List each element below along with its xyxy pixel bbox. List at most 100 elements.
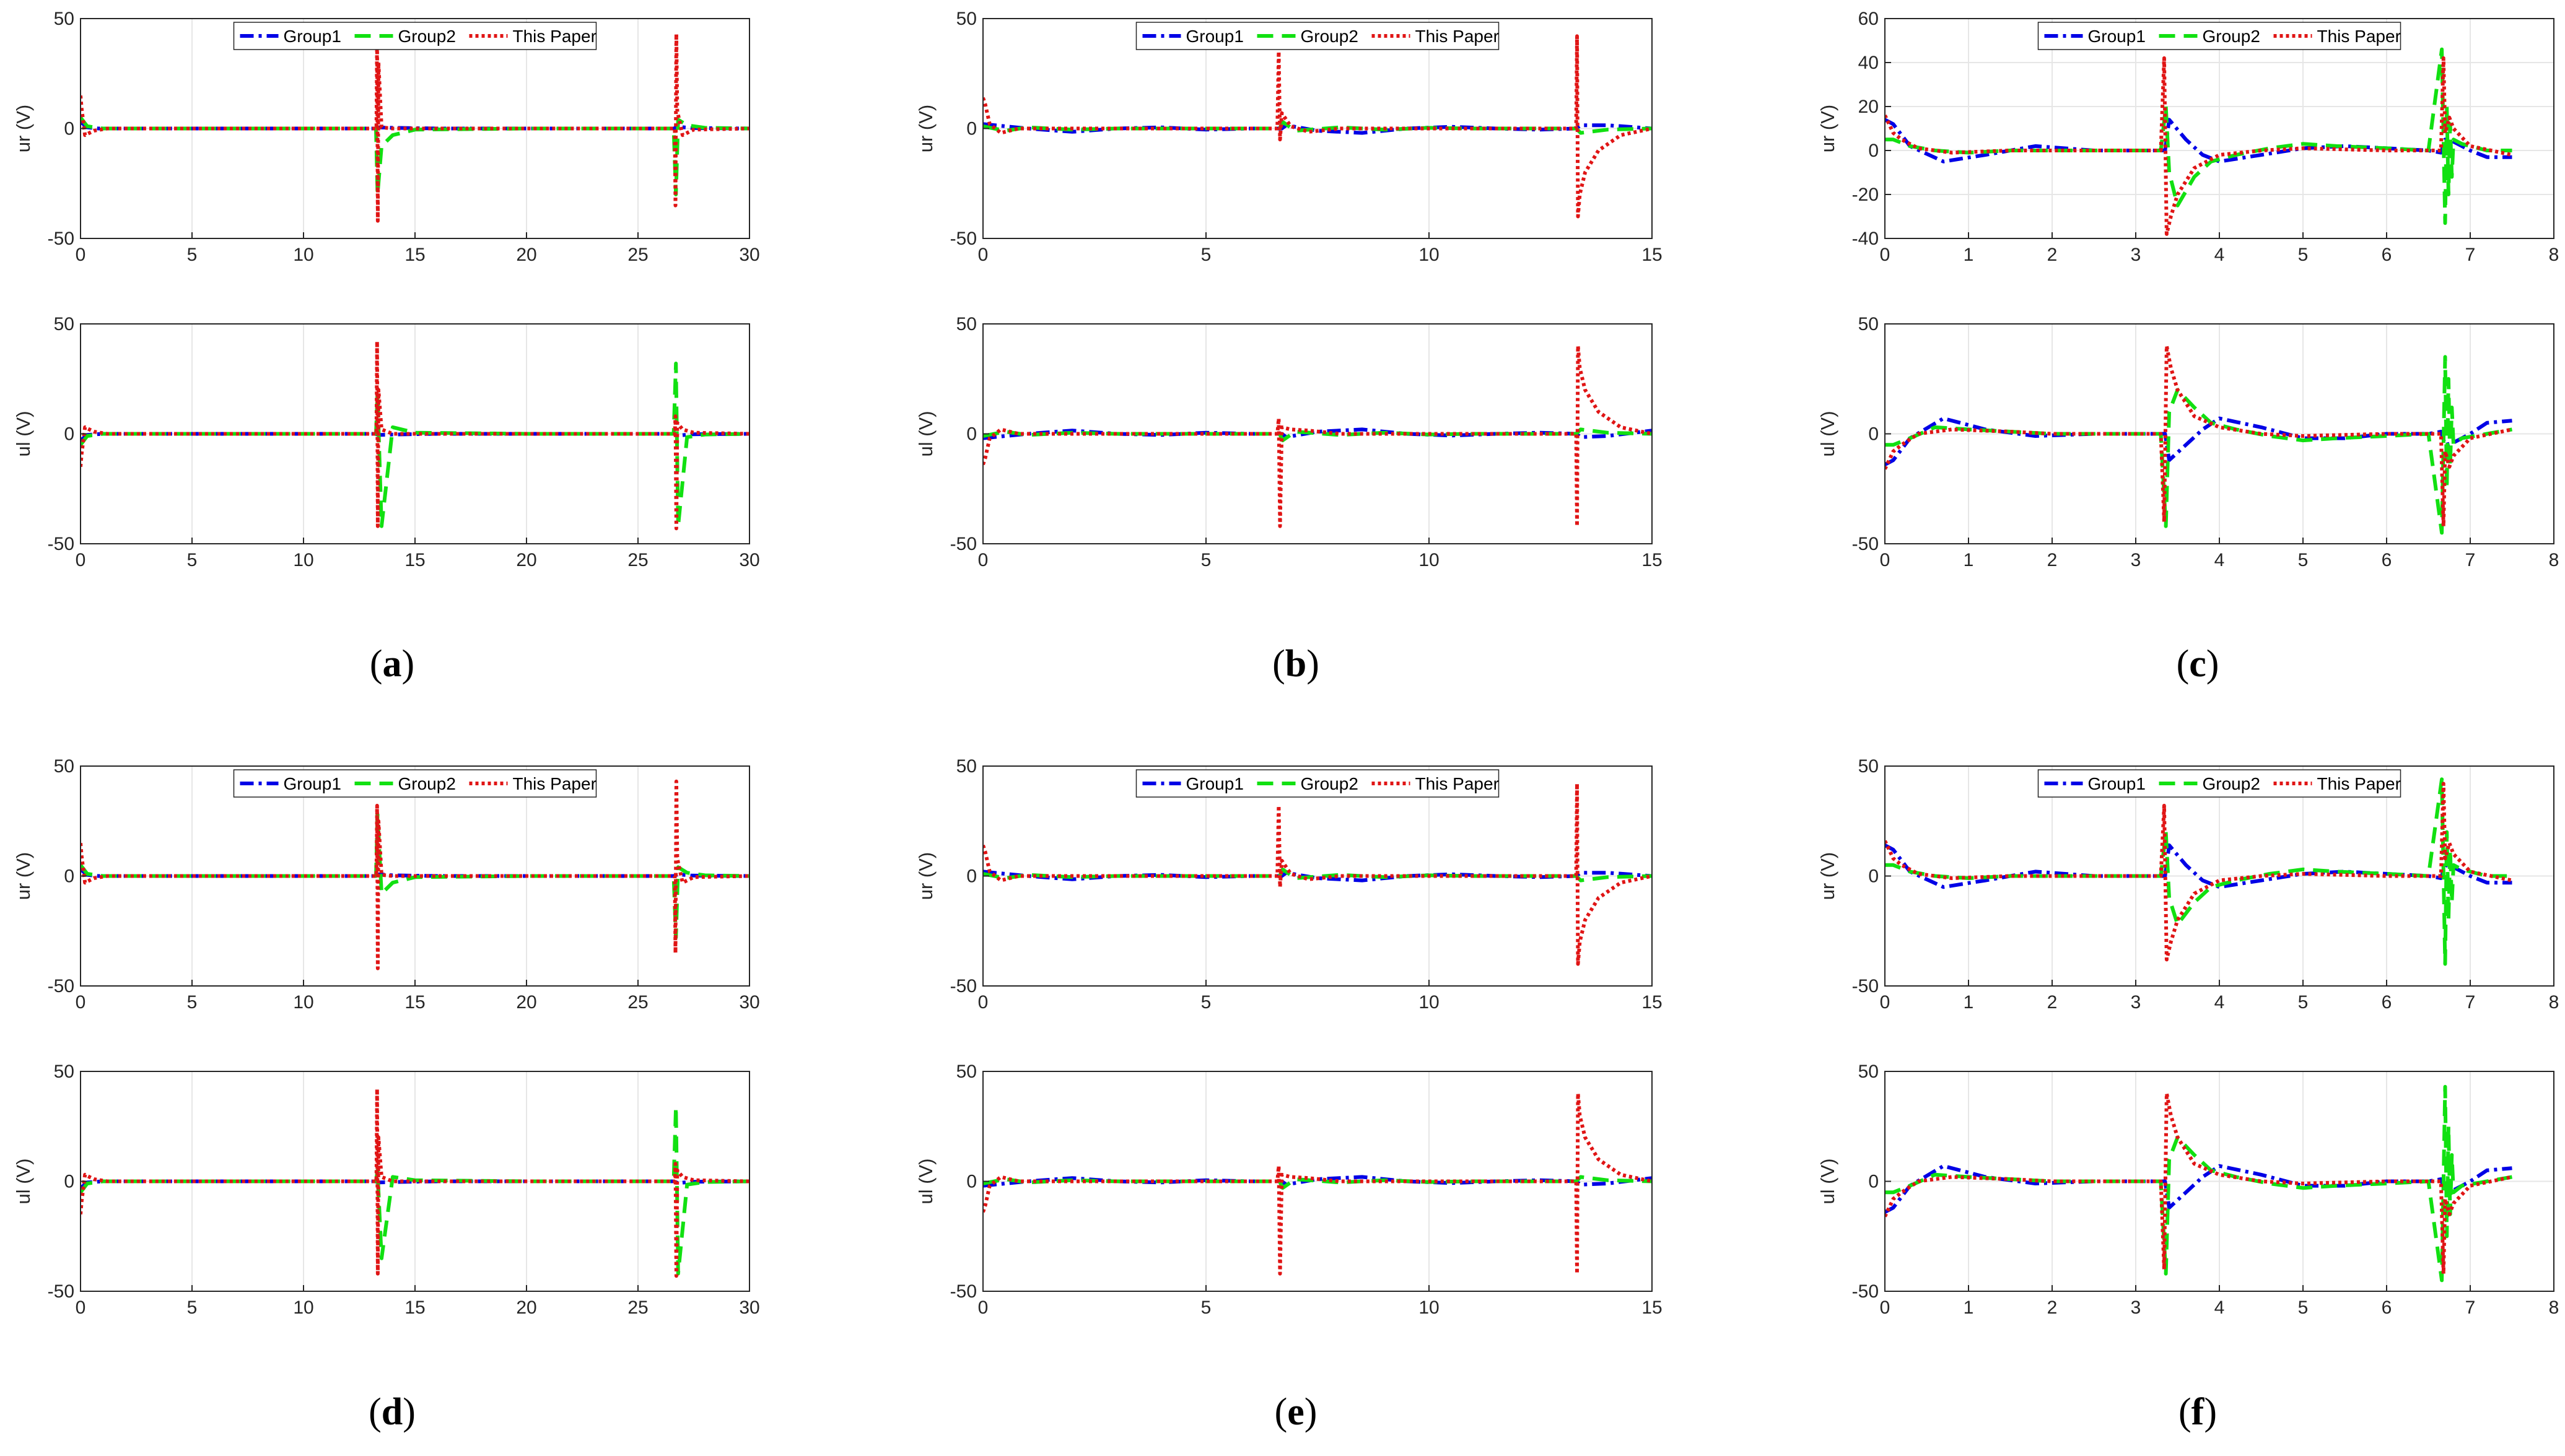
x-tick-label: 10 [1418,992,1439,1013]
series-group [1885,47,2513,236]
x-tick-label: 2 [2047,245,2058,265]
y-axis-label: ur (V) [1817,105,1838,153]
x-tick-label: 25 [627,245,648,265]
x-tick-label: 0 [1880,245,1890,265]
y-tick-label: 50 [1858,314,1879,334]
x-tick-label: 10 [293,992,313,1013]
y-axis-label: ul (V) [1817,411,1838,456]
y-tick-label: -50 [950,1281,977,1302]
y-axis-label: ul (V) [915,1158,937,1204]
legend-label-group1: Group1 [2088,27,2146,46]
x-tick-label: 0 [1880,550,1890,570]
x-tick-label: 0 [76,550,86,570]
x-tick-label: 5 [187,1297,198,1318]
series-line-group1 [81,432,749,442]
x-tick-label: 7 [2465,1297,2476,1318]
y-tick-label: 50 [1858,756,1879,777]
legend-label-group1: Group1 [284,774,341,793]
x-tick-label: 15 [1641,245,1662,265]
panel-label-letter: f [2191,1391,2205,1433]
x-tick-label: 7 [2465,992,2476,1013]
series-line-this-paper [81,1087,749,1278]
x-tick-label: 4 [2214,1297,2225,1318]
y-tick-label: 0 [64,1172,74,1192]
y-axis-label: ur (V) [915,105,937,153]
legend-label-group2: Group2 [2203,774,2260,793]
panel-label-letter: a [383,643,402,685]
x-tick-label: 1 [1964,1297,1974,1318]
panel-label-close: ) [1306,643,1319,685]
x-tick-label: 7 [2465,245,2476,265]
y-tick-label: -50 [48,229,74,249]
legend-label-group1: Group1 [284,27,341,46]
y-tick-label: 0 [1868,424,1879,445]
series-line-group2 [81,1104,749,1276]
y-tick-label: 50 [956,1061,977,1082]
y-tick-label: 50 [956,314,977,334]
subplot-c-ur: 0 1 2 3 4 5 6 7 8 -40 -20 0 20 40 60 ur (V) Group1 Group2… [1817,9,2559,265]
y-tick-label: 50 [54,314,74,334]
legend-box [233,22,597,50]
legend-box [2037,22,2401,50]
x-tick-label: 0 [76,1297,86,1318]
legend: Group1 Group2 This Paper [1135,769,1500,798]
x-tick-label: 3 [2131,245,2141,265]
x-tick-label: 8 [2549,992,2559,1013]
series-line-group2 [81,361,749,528]
y-tick-label: -50 [1852,1281,1879,1302]
legend-box [1135,769,1500,798]
x-tick-label: 1 [1964,245,1974,265]
panel-label-close: ) [403,1391,416,1433]
x-tick-label: 0 [978,992,989,1013]
panel-label: (a) [370,643,414,685]
x-tick-label: 5 [1201,1297,1212,1318]
series-group [81,779,749,970]
x-tick-label: 20 [516,1297,536,1318]
x-tick-label: 15 [404,550,425,570]
x-tick-label: 10 [293,1297,313,1318]
y-axis-label: ul (V) [12,411,34,456]
x-tick-label: 6 [2382,1297,2392,1318]
x-tick-label: 3 [2131,1297,2141,1318]
x-tick-label: 20 [516,245,536,265]
y-tick-label: 50 [54,756,74,777]
x-tick-label: 2 [2047,1297,2058,1318]
y-tick-label: 0 [64,119,74,139]
series-group [81,339,749,531]
x-tick-label: 2 [2047,992,2058,1013]
x-tick-label: 8 [2549,550,2559,570]
series-group [1885,1084,2513,1283]
x-tick-label: 5 [1201,992,1212,1013]
panel-label: (f) [2178,1391,2217,1433]
legend-label-this-paper: This Paper [2317,27,2401,46]
series-group [81,32,749,223]
x-tick-label: 5 [2298,245,2309,265]
series-group [983,34,1652,219]
legend-label-this-paper: This Paper [513,27,596,46]
panel-label-letter: d [382,1391,403,1433]
series-line-this-paper [81,779,749,970]
series-line-group2 [81,813,749,939]
legend-label-group1: Group1 [1186,27,1244,46]
x-tick-label: 5 [187,245,198,265]
x-tick-label: 25 [627,1297,648,1318]
y-tick-label: 60 [1858,9,1879,29]
x-tick-label: 15 [404,992,425,1013]
series-line-this-paper [1885,782,2513,962]
panel-label-letter: e [1287,1391,1304,1433]
series-line-this-paper [81,339,749,531]
x-tick-label: 25 [627,550,648,570]
series-group [983,1091,1652,1276]
x-tick-label: 5 [2298,550,2309,570]
x-tick-label: 15 [1641,992,1662,1013]
legend-label-group2: Group2 [2203,27,2260,46]
y-tick-label: -50 [48,534,74,554]
y-tick-label: 0 [1868,141,1879,161]
series-line-group2 [983,427,1652,443]
